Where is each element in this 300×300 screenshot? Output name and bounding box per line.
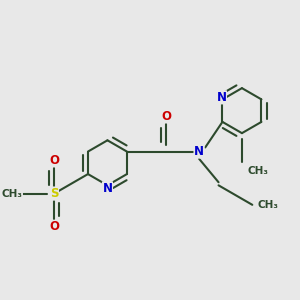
Text: CH₃: CH₃ (257, 200, 278, 210)
Text: N: N (194, 145, 204, 158)
Text: O: O (161, 110, 171, 123)
Text: N: N (216, 91, 226, 104)
Text: N: N (103, 182, 112, 195)
Text: O: O (49, 220, 59, 233)
Text: O: O (49, 154, 59, 167)
Text: CH₃: CH₃ (2, 189, 22, 199)
Text: S: S (50, 187, 58, 200)
Text: CH₃: CH₃ (247, 167, 268, 176)
